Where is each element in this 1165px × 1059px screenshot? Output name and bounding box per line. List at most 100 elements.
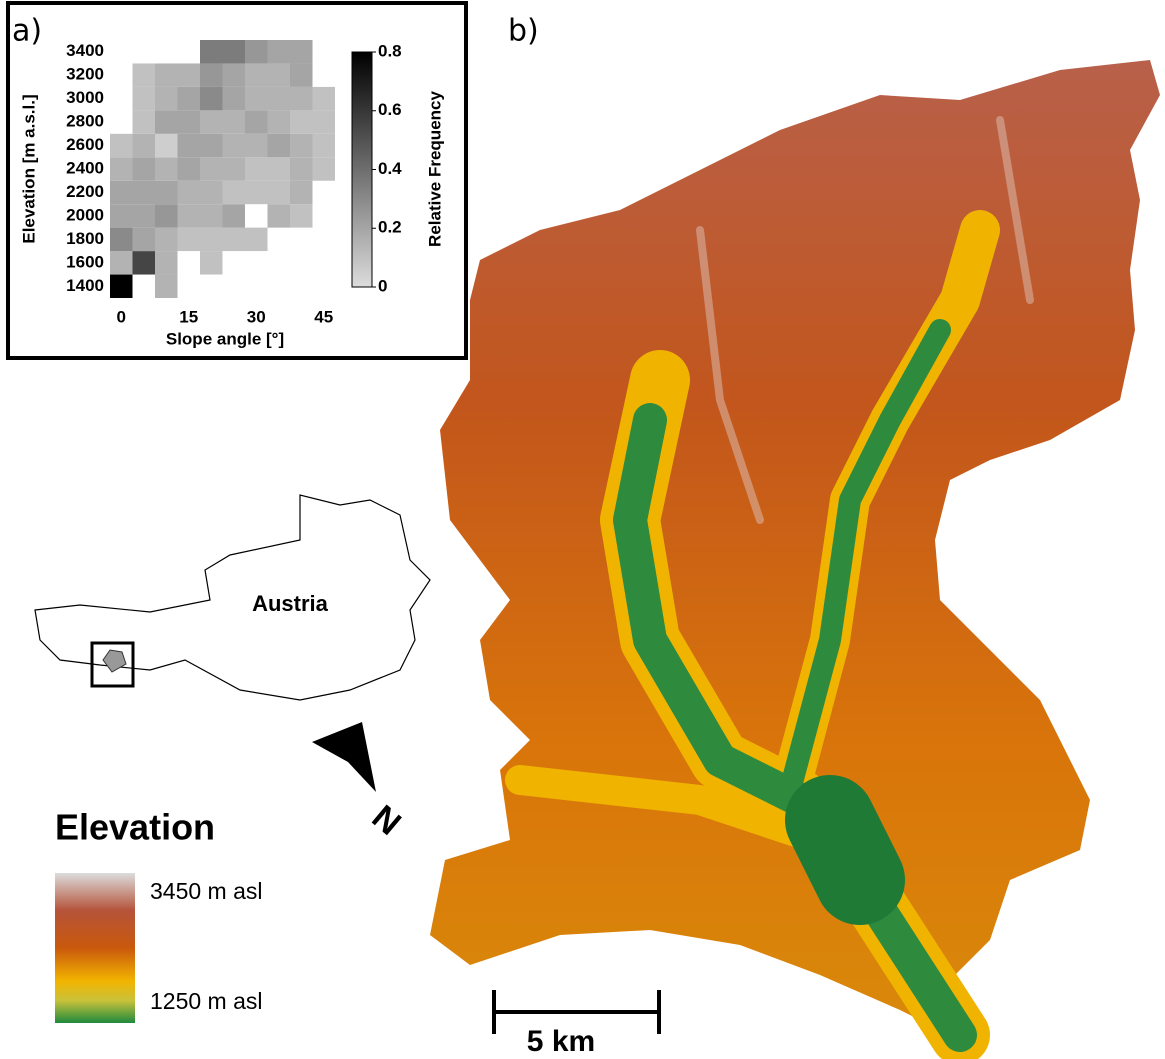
heat-cell bbox=[178, 110, 201, 133]
heat-cell bbox=[133, 181, 156, 204]
y-tick-label: 2600 bbox=[66, 135, 104, 154]
colorbar-tick-label: 0.8 bbox=[378, 41, 402, 60]
y-tick-label: 2200 bbox=[66, 182, 104, 201]
heat-cell bbox=[245, 228, 268, 251]
heat-cell bbox=[223, 204, 246, 227]
heat-cell bbox=[268, 40, 291, 63]
x-axis-label: Slope angle [°] bbox=[166, 329, 284, 348]
heat-cell bbox=[155, 157, 178, 180]
north-arrow bbox=[312, 722, 376, 792]
heat-cell bbox=[155, 275, 178, 298]
heat-cell bbox=[155, 134, 178, 157]
panel-label: a) bbox=[12, 14, 42, 49]
heat-cell bbox=[268, 157, 291, 180]
legend-min: 1250 m asl bbox=[150, 988, 263, 1014]
y-tick-label: 1800 bbox=[66, 229, 104, 248]
heat-cell bbox=[223, 134, 246, 157]
heat-cell bbox=[290, 87, 313, 110]
country-label: Austria bbox=[252, 591, 329, 616]
heat-cell bbox=[200, 157, 223, 180]
heat-cell bbox=[155, 87, 178, 110]
heat-cell bbox=[133, 87, 156, 110]
y-tick-label: 2400 bbox=[66, 158, 104, 177]
heat-cell bbox=[290, 204, 313, 227]
x-tick-label: 45 bbox=[314, 307, 333, 326]
x-tick-label: 30 bbox=[247, 307, 266, 326]
heat-cell bbox=[133, 134, 156, 157]
heat-cell bbox=[313, 87, 336, 110]
x-tick-label: 0 bbox=[117, 307, 126, 326]
heat-cell bbox=[245, 110, 268, 133]
heat-cell bbox=[245, 87, 268, 110]
heat-cell bbox=[155, 204, 178, 227]
y-axis-label: Elevation [m a.s.l.] bbox=[19, 94, 38, 243]
heat-cell bbox=[200, 204, 223, 227]
heat-cell bbox=[133, 157, 156, 180]
heat-cell bbox=[268, 204, 291, 227]
y-tick-label: 3000 bbox=[66, 88, 104, 107]
heat-cell bbox=[155, 228, 178, 251]
heat-cell bbox=[133, 251, 156, 274]
y-tick-label: 2800 bbox=[66, 112, 104, 131]
heat-cell bbox=[268, 63, 291, 86]
y-tick-label: 3400 bbox=[66, 41, 104, 60]
x-tick-label: 15 bbox=[179, 307, 198, 326]
heat-cell bbox=[223, 40, 246, 63]
heat-cell bbox=[110, 275, 133, 298]
heat-cell bbox=[178, 204, 201, 227]
legend-colorbar bbox=[55, 873, 135, 1023]
colorbar-tick-label: 0 bbox=[378, 276, 387, 295]
heat-cell bbox=[133, 204, 156, 227]
heat-cell bbox=[133, 63, 156, 86]
colorbar-tick-label: 0.6 bbox=[378, 100, 402, 119]
heat-cell bbox=[223, 181, 246, 204]
legend-max: 3450 m asl bbox=[150, 878, 263, 904]
heat-cell bbox=[200, 228, 223, 251]
y-tick-label: 1600 bbox=[66, 252, 104, 271]
y-tick-label: 1400 bbox=[66, 276, 104, 295]
heat-cell bbox=[268, 181, 291, 204]
heat-cell bbox=[245, 134, 268, 157]
heat-cell bbox=[155, 181, 178, 204]
heat-cell bbox=[178, 63, 201, 86]
colorbar-label: Relative Frequency bbox=[425, 91, 444, 247]
heat-cell bbox=[200, 40, 223, 63]
colorbar bbox=[352, 52, 372, 287]
heat-cell bbox=[178, 228, 201, 251]
heat-cell bbox=[223, 228, 246, 251]
colorbar-tick-label: 0.2 bbox=[378, 218, 402, 237]
heat-cell bbox=[245, 157, 268, 180]
heat-cell bbox=[268, 134, 291, 157]
heat-cell bbox=[200, 134, 223, 157]
heat-cell bbox=[200, 110, 223, 133]
heat-cell bbox=[110, 251, 133, 274]
colorbar-tick-label: 0.4 bbox=[378, 159, 402, 178]
heat-cell bbox=[155, 251, 178, 274]
heat-cell bbox=[155, 63, 178, 86]
north-label: N bbox=[365, 798, 408, 843]
heat-cell bbox=[290, 63, 313, 86]
panel-label: b) bbox=[508, 14, 539, 49]
heat-cell bbox=[313, 157, 336, 180]
heat-cell bbox=[178, 134, 201, 157]
heat-cell bbox=[245, 181, 268, 204]
heat-cell bbox=[245, 63, 268, 86]
heat-cell bbox=[200, 251, 223, 274]
heat-cell bbox=[200, 181, 223, 204]
elevation-map bbox=[430, 60, 1160, 1045]
heat-cell bbox=[200, 87, 223, 110]
heat-cell bbox=[110, 228, 133, 251]
heat-cell bbox=[200, 63, 223, 86]
heat-cell bbox=[290, 134, 313, 157]
heat-cell bbox=[290, 181, 313, 204]
heat-cell bbox=[223, 87, 246, 110]
heat-cell bbox=[223, 157, 246, 180]
heat-cell bbox=[110, 157, 133, 180]
scale-label: 5 km bbox=[527, 1025, 595, 1058]
heat-cell bbox=[313, 134, 336, 157]
heat-cell bbox=[290, 157, 313, 180]
heat-cell bbox=[178, 87, 201, 110]
heat-cell bbox=[110, 204, 133, 227]
heat-cell bbox=[178, 181, 201, 204]
heat-cell bbox=[133, 110, 156, 133]
